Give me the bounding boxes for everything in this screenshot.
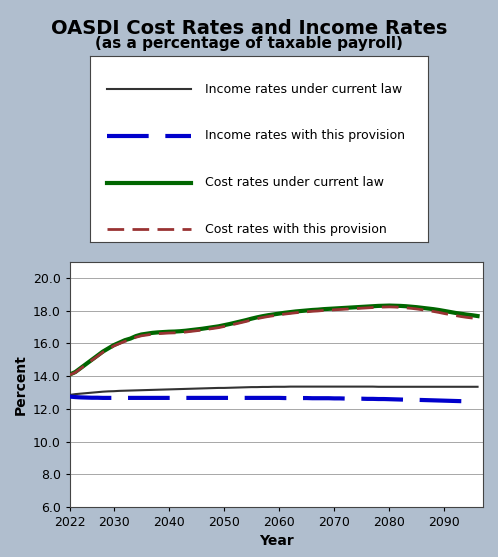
Text: Cost rates under current law: Cost rates under current law	[205, 176, 384, 189]
Y-axis label: Percent: Percent	[13, 354, 27, 415]
Text: OASDI Cost Rates and Income Rates: OASDI Cost Rates and Income Rates	[51, 19, 447, 38]
Text: Income rates with this provision: Income rates with this provision	[205, 129, 405, 143]
Text: (as a percentage of taxable payroll): (as a percentage of taxable payroll)	[95, 36, 403, 51]
Text: Income rates under current law: Income rates under current law	[205, 83, 402, 96]
Text: Cost rates with this provision: Cost rates with this provision	[205, 223, 386, 236]
X-axis label: Year: Year	[259, 535, 294, 549]
